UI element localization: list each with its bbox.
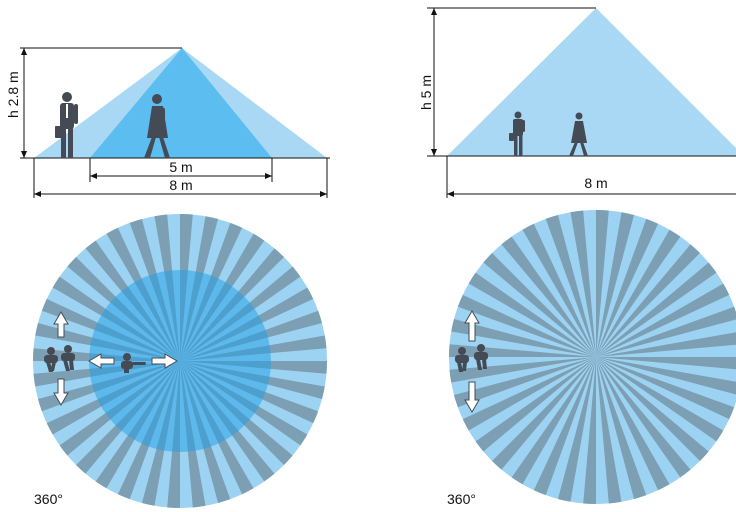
detection-ray	[596, 283, 730, 357]
right-elevation: h 5 m 8 m	[418, 7, 736, 198]
arrow-up-icon	[464, 310, 480, 342]
detection-ray	[583, 357, 596, 504]
detection-ray	[468, 272, 596, 357]
right-top-view: 360°	[447, 210, 736, 507]
detection-ray	[596, 357, 647, 499]
detection-ray	[596, 218, 659, 357]
walking-person-icon	[569, 112, 588, 156]
detection-ray	[596, 306, 736, 357]
detection-ray	[596, 229, 681, 357]
detection-ray	[596, 357, 736, 370]
left-outer-width-label: 8 m	[169, 177, 192, 193]
detection-ray	[522, 223, 596, 357]
detection-ray	[454, 357, 596, 408]
detection-ray	[545, 215, 596, 357]
right-cone	[447, 8, 736, 156]
detection-ray	[596, 357, 691, 478]
arrow-down-icon	[53, 378, 69, 406]
right-detection-rays	[449, 210, 736, 504]
left-elevation: h 2.8 m 5 m 8 m	[5, 47, 330, 198]
detection-ray	[596, 357, 622, 504]
right-width-label: 8 m	[584, 175, 607, 191]
arrow-left-icon	[88, 353, 115, 369]
detection-ray	[533, 357, 596, 496]
detection-ray	[449, 357, 596, 383]
left-inner-width-label: 5 m	[169, 159, 192, 175]
people-top-view-icon	[455, 344, 488, 372]
arrow-up-icon	[53, 311, 69, 338]
detection-ray	[596, 212, 635, 357]
detection-ray	[557, 357, 596, 502]
detection-ray	[596, 210, 609, 357]
arrow-down-icon	[464, 381, 480, 413]
left-angle-label: 360°	[34, 491, 63, 507]
people-top-view-icon	[44, 345, 75, 372]
detection-ray	[492, 357, 596, 470]
detection-ray	[596, 357, 736, 395]
detection-ray	[596, 357, 724, 442]
left-inner-zone	[89, 270, 271, 452]
right-angle-label: 360°	[447, 491, 476, 507]
detection-ray	[596, 244, 700, 357]
person-with-briefcase-icon	[509, 111, 525, 156]
crouching-person-icon	[121, 353, 146, 373]
detection-ray	[483, 253, 596, 357]
detection-ray	[451, 318, 596, 357]
detection-ray	[596, 332, 736, 357]
left-top-view: 360°	[33, 214, 327, 508]
walking-person-icon	[144, 94, 170, 158]
right-height-label: h 5 m	[418, 75, 434, 110]
detection-ray	[457, 294, 596, 357]
left-height-label: h 2.8 m	[5, 71, 21, 118]
person-with-briefcase-icon	[55, 92, 78, 158]
arrow-right-icon	[151, 353, 178, 369]
left-inner-cone	[90, 48, 272, 158]
detection-ray	[596, 357, 709, 461]
detection-ray	[570, 210, 596, 357]
detection-ray	[501, 236, 596, 357]
detection-ray	[596, 357, 735, 420]
detection-ray	[596, 357, 670, 491]
detection-ray	[475, 357, 596, 452]
detection-ray	[596, 262, 717, 357]
detection-ray	[462, 357, 596, 431]
detection-ray	[511, 357, 596, 485]
